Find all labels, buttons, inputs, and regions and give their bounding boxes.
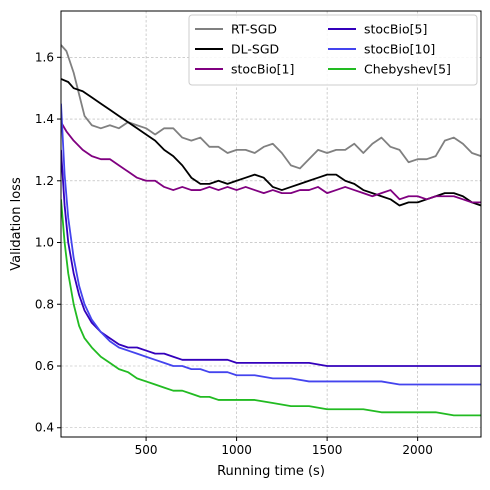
- grid-lines: [61, 11, 481, 437]
- series-line-3: [61, 121, 481, 204]
- series-line-5: [61, 103, 481, 386]
- y-tick-label: 1.2: [35, 174, 54, 188]
- axis-ticks: 500 1000 1500 2000 0.4 0.6 0.8 1.0 1.2 1.4 1.6: [35, 50, 433, 457]
- legend-label: RT-SGD: [231, 22, 277, 37]
- x-tick-label: 1000: [221, 443, 252, 457]
- y-tick-label: 0.4: [35, 421, 54, 435]
- series-line-1: [61, 44, 481, 170]
- x-tick-label: 1500: [312, 443, 343, 457]
- y-tick-label: 0.6: [35, 359, 54, 373]
- x-tick-label: 2000: [402, 443, 433, 457]
- y-tick-label: 1.0: [35, 236, 54, 250]
- legend-label: stocBio[10]: [364, 42, 435, 57]
- y-tick-label: 0.8: [35, 297, 54, 311]
- series-line-6: [61, 199, 481, 417]
- y-tick-label: 1.6: [35, 50, 54, 64]
- y-tick-label: 1.4: [35, 112, 54, 126]
- legend-label: stocBio[1]: [231, 62, 294, 77]
- legend-label: DL-SGD: [231, 42, 279, 57]
- x-tick-label: 500: [135, 443, 158, 457]
- legend-label: stocBio[5]: [364, 22, 427, 37]
- plot-frame: [60, 10, 482, 438]
- series-line-2: [61, 78, 481, 207]
- data-series: [61, 44, 481, 417]
- x-axis-label: Running time (s): [217, 464, 325, 479]
- y-axis-label: Validation loss: [9, 177, 24, 271]
- series-line-4: [61, 149, 481, 367]
- legend-label: Chebyshev[5]: [364, 62, 451, 77]
- legend: RT-SGD DL-SGD stocBio[1] stocBio[5] stocBio[…: [188, 14, 478, 86]
